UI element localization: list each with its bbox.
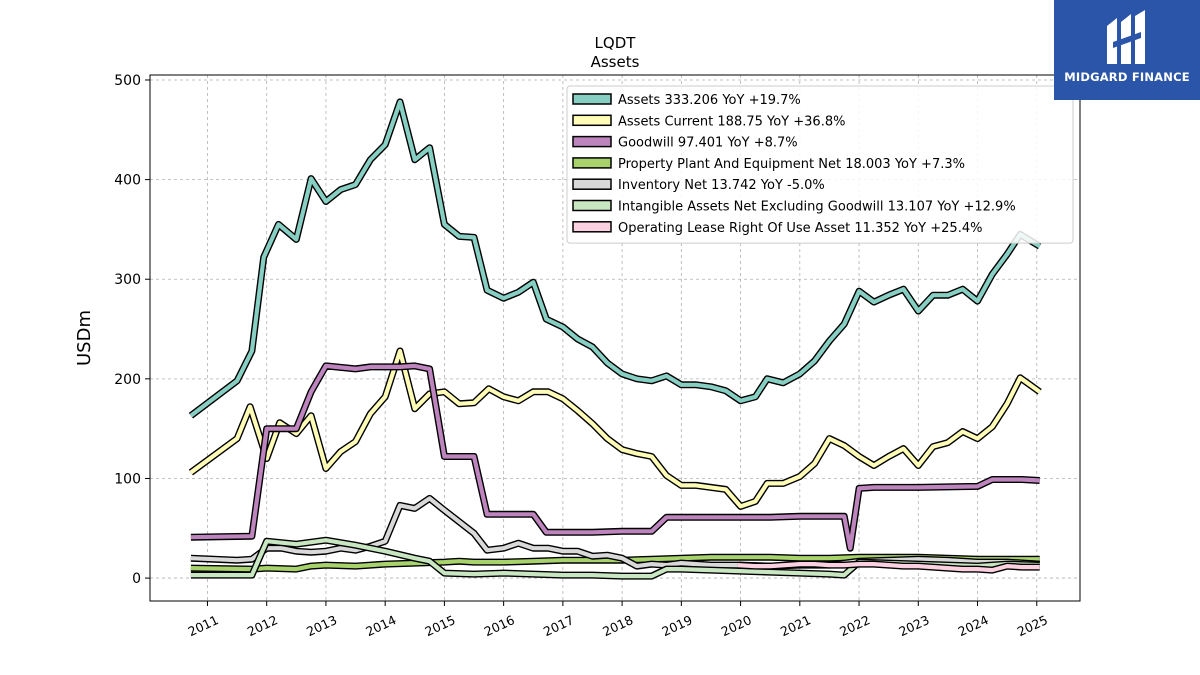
legend-swatch	[572, 114, 612, 127]
legend-swatch	[572, 157, 612, 169]
legend-swatch	[572, 178, 612, 190]
x-tick-label: 2019	[659, 612, 694, 639]
series-line-0	[189, 99, 1041, 418]
legend-label: Goodwill 97.401 YoY +8.7%	[618, 136, 798, 151]
x-tick-label: 2024	[956, 612, 991, 639]
y-tick-label: 0	[132, 571, 141, 587]
legend-label: Assets Current 188.75 YoY +36.8%	[618, 114, 845, 129]
chart-subtitle: Assets	[591, 53, 640, 71]
legend-swatch	[572, 221, 612, 233]
plot-frame	[149, 74, 1081, 602]
x-tick-label: 2011	[186, 612, 221, 639]
y-tick-label: 500	[114, 73, 141, 89]
legend-box	[566, 85, 1074, 244]
x-tick-label: 2021	[778, 612, 813, 639]
series-line-6	[737, 562, 1040, 573]
x-tick-label: 2023	[896, 612, 931, 639]
series-line-1	[189, 348, 1041, 509]
brand-mark-icon	[1107, 10, 1145, 64]
y-tick-label: 200	[114, 372, 141, 388]
legend-label: Assets 333.206 YoY +19.7%	[618, 93, 801, 108]
x-tick-label: 2015	[422, 612, 457, 639]
x-tick-label: 2012	[245, 612, 280, 639]
x-tick-label: 2022	[837, 612, 872, 639]
x-tick-label: 2014	[363, 612, 398, 639]
x-tick-label: 2025	[1015, 612, 1050, 639]
x-tick-label: 2020	[719, 612, 754, 639]
legend-swatch	[572, 93, 612, 105]
x-tick-label: 2016	[482, 612, 517, 639]
brand-logo: MIDGARD FINANCE	[1054, 0, 1200, 100]
legend-label: Inventory Net 13.742 YoY -5.0%	[618, 178, 825, 193]
legend-swatch	[572, 135, 612, 148]
x-tick-label: 2018	[600, 612, 635, 639]
series-line-2	[190, 363, 1040, 551]
brand-name: MIDGARD FINANCE	[1064, 70, 1190, 84]
x-tick-label: 2017	[541, 612, 576, 639]
legend-swatch	[572, 199, 612, 212]
legend-label: Property Plant And Equipment Net 18.003 …	[618, 157, 965, 172]
y-axis-label: USDm	[74, 310, 95, 366]
x-tick-label: 2013	[304, 612, 339, 639]
y-tick-label: 100	[114, 471, 141, 487]
y-tick-label: 400	[114, 173, 141, 189]
y-tick-label: 300	[114, 272, 141, 288]
legend-label: Intangible Assets Net Excluding Goodwill…	[618, 200, 1016, 215]
legend-label: Operating Lease Right Of Use Asset 11.35…	[618, 221, 982, 236]
chart-title: LQDT	[595, 34, 637, 52]
